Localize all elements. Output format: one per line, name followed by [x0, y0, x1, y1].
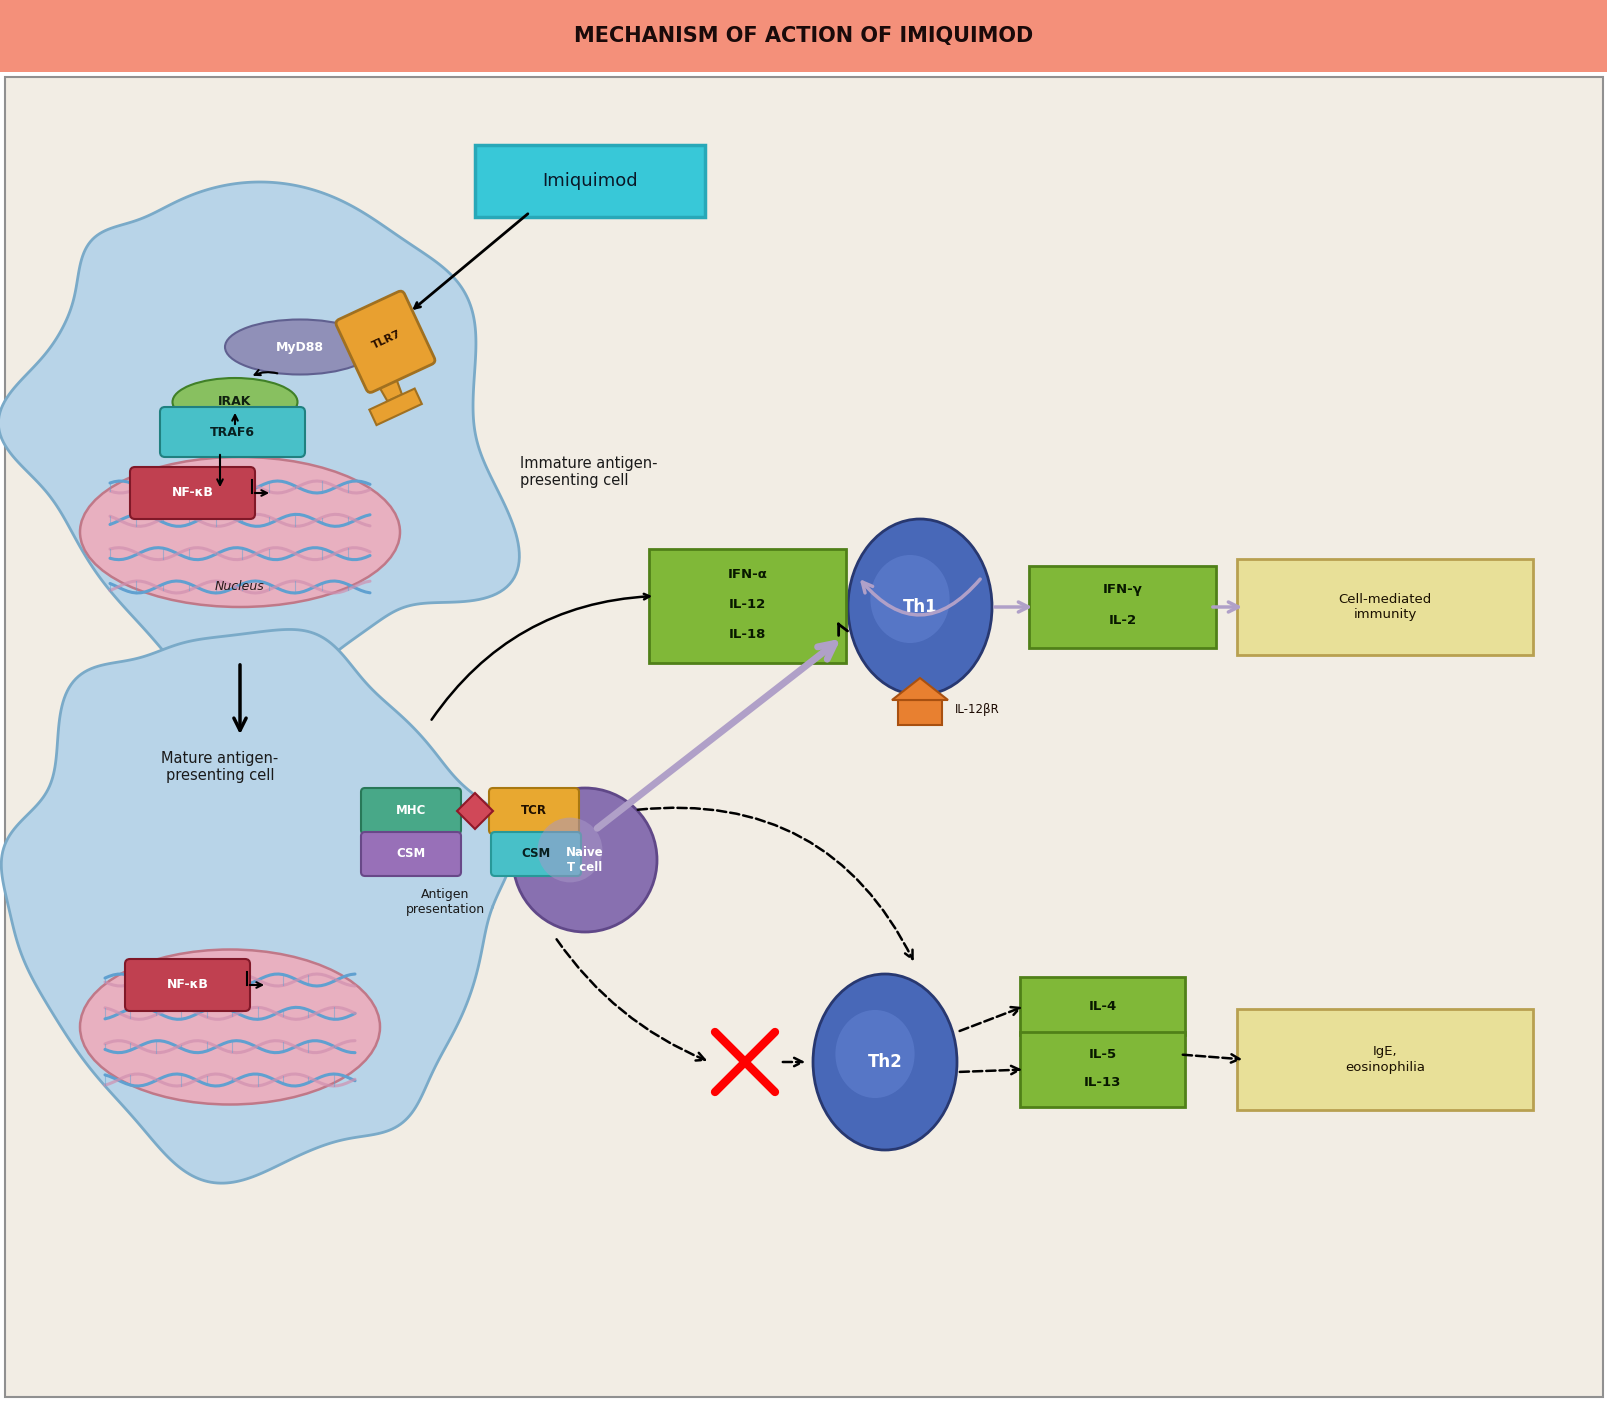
Text: CSM: CSM [521, 847, 550, 861]
Text: IL-5: IL-5 [1088, 1049, 1115, 1061]
Text: IFN-α: IFN-α [726, 568, 767, 582]
Circle shape [513, 788, 657, 932]
FancyBboxPatch shape [5, 77, 1602, 1396]
Text: Naive
T cell: Naive T cell [566, 845, 604, 873]
Text: Cell-mediated
immunity: Cell-mediated immunity [1337, 593, 1430, 621]
FancyBboxPatch shape [1236, 559, 1531, 655]
Text: Nucleus: Nucleus [215, 580, 265, 593]
Text: IL-12βR: IL-12βR [955, 704, 1000, 716]
Polygon shape [0, 182, 519, 715]
Text: NF-κB: NF-κB [172, 486, 214, 499]
Text: IRAK: IRAK [219, 395, 252, 408]
FancyBboxPatch shape [1019, 1032, 1184, 1108]
Polygon shape [370, 388, 421, 425]
FancyBboxPatch shape [489, 788, 579, 834]
Ellipse shape [869, 555, 950, 644]
Text: TLR7: TLR7 [371, 329, 403, 350]
FancyArrowPatch shape [638, 808, 911, 959]
Ellipse shape [225, 320, 374, 374]
Ellipse shape [172, 379, 297, 426]
Text: IL-13: IL-13 [1083, 1075, 1120, 1088]
Text: IFN-γ: IFN-γ [1102, 583, 1141, 596]
Text: IL-2: IL-2 [1107, 614, 1136, 627]
Text: Th1: Th1 [902, 599, 937, 615]
Ellipse shape [80, 457, 400, 607]
FancyBboxPatch shape [336, 292, 434, 393]
Text: IL-12: IL-12 [728, 599, 765, 611]
Text: TRAF6: TRAF6 [211, 425, 256, 439]
FancyBboxPatch shape [362, 788, 461, 834]
FancyBboxPatch shape [474, 144, 704, 217]
Text: MyD88: MyD88 [276, 341, 323, 353]
FancyBboxPatch shape [490, 831, 580, 876]
Text: IL-4: IL-4 [1088, 1000, 1115, 1012]
Ellipse shape [813, 974, 956, 1150]
Ellipse shape [847, 519, 992, 695]
Text: Th2: Th2 [868, 1053, 902, 1071]
Ellipse shape [836, 1009, 914, 1098]
Ellipse shape [80, 949, 379, 1105]
FancyBboxPatch shape [130, 467, 256, 519]
FancyBboxPatch shape [362, 831, 461, 876]
Text: IgE,
eosinophilia: IgE, eosinophilia [1343, 1046, 1424, 1074]
FancyBboxPatch shape [0, 0, 1607, 72]
FancyBboxPatch shape [161, 407, 305, 457]
Text: Imiquimod: Imiquimod [542, 172, 638, 191]
Text: CSM: CSM [397, 847, 426, 861]
Text: Immature antigen-
presenting cell: Immature antigen- presenting cell [519, 456, 657, 488]
Circle shape [537, 817, 603, 882]
Text: IL-18: IL-18 [728, 628, 765, 642]
Polygon shape [376, 373, 402, 401]
FancyBboxPatch shape [1028, 566, 1215, 648]
Text: MECHANISM OF ACTION OF IMIQUIMOD: MECHANISM OF ACTION OF IMIQUIMOD [574, 27, 1033, 46]
Text: Mature antigen-
presenting cell: Mature antigen- presenting cell [161, 751, 278, 784]
Polygon shape [456, 794, 493, 829]
Polygon shape [892, 679, 948, 700]
FancyBboxPatch shape [125, 959, 249, 1011]
Polygon shape [2, 629, 514, 1183]
Text: Antigen
presentation: Antigen presentation [405, 887, 484, 916]
Polygon shape [897, 700, 942, 725]
FancyBboxPatch shape [1236, 1009, 1531, 1110]
Text: MHC: MHC [395, 805, 426, 817]
Text: TCR: TCR [521, 805, 546, 817]
Text: NF-κB: NF-κB [167, 979, 209, 991]
FancyBboxPatch shape [649, 550, 845, 663]
FancyArrowPatch shape [861, 579, 980, 615]
FancyBboxPatch shape [1019, 977, 1184, 1035]
